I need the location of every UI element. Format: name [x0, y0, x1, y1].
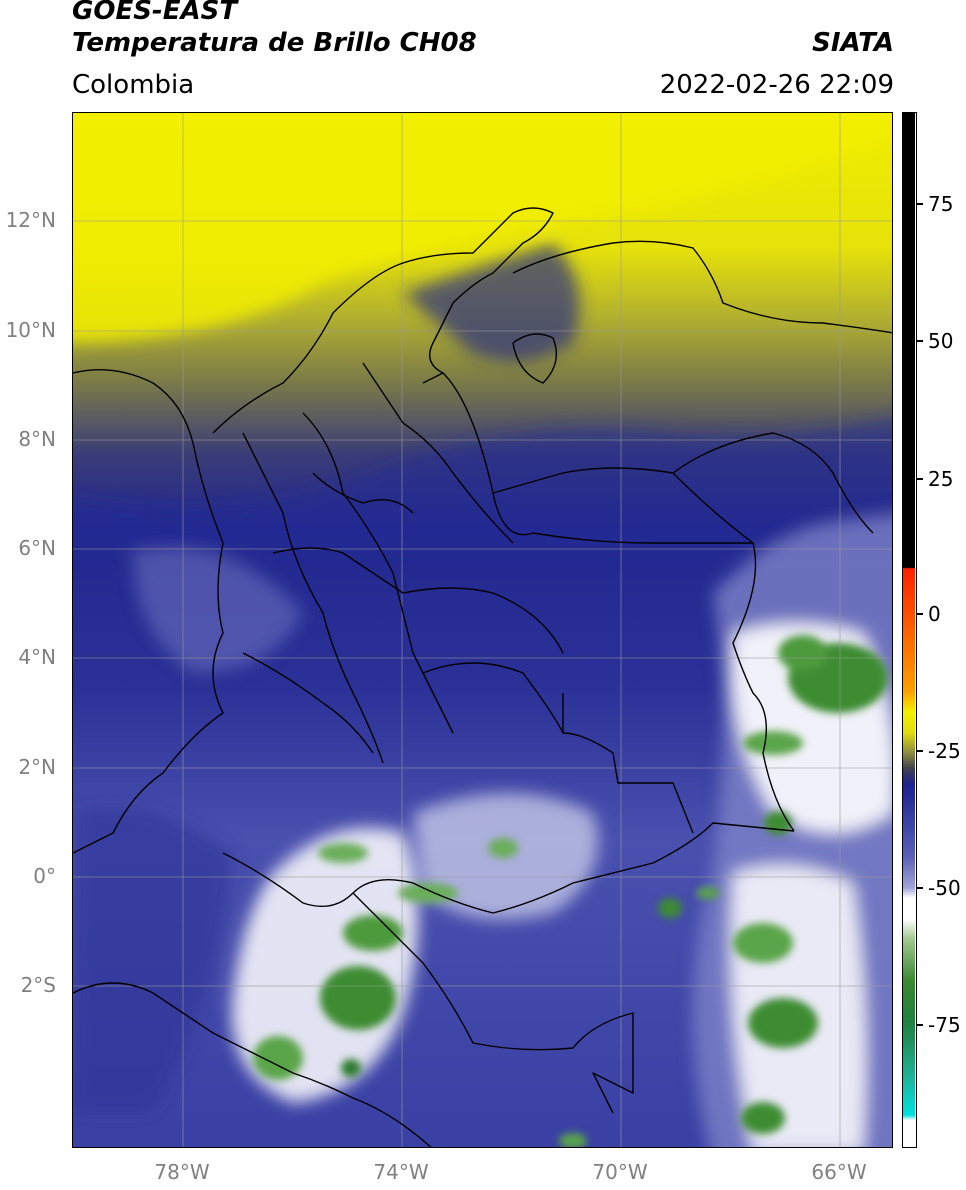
- colombia-venezuela-line: [492, 467, 754, 544]
- colorbar-gradient: [903, 113, 915, 1146]
- peru-line: [352, 892, 634, 1114]
- region-label: Colombia: [72, 70, 195, 100]
- colorbar-tick: [917, 887, 923, 889]
- brazil-line: [562, 693, 694, 834]
- colorbar-tick-label: -50: [928, 876, 961, 900]
- lat-tick-label: 12°N: [5, 208, 56, 232]
- lat-tick-label: 8°N: [18, 427, 56, 451]
- lon-tick-label: 78°W: [154, 1160, 210, 1184]
- ecuador-coast: [73, 982, 432, 1147]
- venezuela-coast: [512, 240, 892, 334]
- colombia-south-border: [352, 822, 795, 914]
- lat-tick-label: 10°N: [5, 318, 56, 342]
- colorbar-tick-label: 50: [928, 329, 954, 353]
- colorbar-tick: [917, 613, 923, 615]
- colorbar-tick: [917, 1024, 923, 1026]
- colorbar-tick: [917, 203, 923, 205]
- dept-lines-2: [242, 432, 384, 764]
- lat-tick-label: 2°N: [18, 755, 56, 779]
- deep-convection-cores: [253, 635, 888, 1147]
- maracaibo-lake: [512, 333, 557, 384]
- product-satellite: GOES-EAST: [72, 0, 238, 26]
- dept-lines-3: [362, 362, 514, 544]
- colorbar-tick-label: 0: [928, 602, 941, 626]
- dept-lines-1: [302, 412, 454, 734]
- colorbar-tick-label: 25: [928, 467, 954, 491]
- lat-tick-label: 6°N: [18, 536, 56, 560]
- lon-tick-label: 70°W: [592, 1160, 648, 1184]
- venezuela-inner: [672, 432, 874, 534]
- timestamp-label: 2022-02-26 22:09: [659, 70, 894, 100]
- graticule: [73, 113, 892, 1147]
- colorbar-tick: [917, 340, 923, 342]
- colorbar-tick-label: -75: [928, 1013, 961, 1037]
- caribbean-coast: [212, 207, 554, 434]
- dept-lines-7: [272, 547, 404, 594]
- brightness-temperature-map: [73, 113, 892, 1147]
- lon-tick-label: 74°W: [373, 1160, 429, 1184]
- pacific-coast: [73, 369, 224, 854]
- product-title: Temperatura de Brillo CH08: [72, 28, 477, 58]
- colorbar-tick-label: -25: [928, 739, 961, 763]
- colorbar-tick-label: 75: [928, 192, 954, 216]
- dept-lines-5: [242, 652, 374, 754]
- lat-tick-label: 4°N: [18, 645, 56, 669]
- lat-tick-label: 2°S: [20, 973, 56, 997]
- organization-label: SIATA: [812, 28, 894, 58]
- lat-tick-label: 0°: [33, 864, 56, 888]
- map-panel[interactable]: [72, 112, 893, 1148]
- colorbar: [902, 112, 917, 1148]
- lon-tick-label: 66°W: [811, 1160, 867, 1184]
- borders-and-coastlines: [73, 207, 892, 1147]
- colombia-east-border: [442, 372, 795, 832]
- dept-lines-4: [402, 587, 564, 654]
- dept-lines-6: [422, 662, 564, 734]
- colorbar-tick: [917, 478, 923, 480]
- dept-lines-8: [312, 472, 414, 514]
- peru-ecuador-line: [222, 852, 354, 907]
- colorbar-tick: [917, 750, 923, 752]
